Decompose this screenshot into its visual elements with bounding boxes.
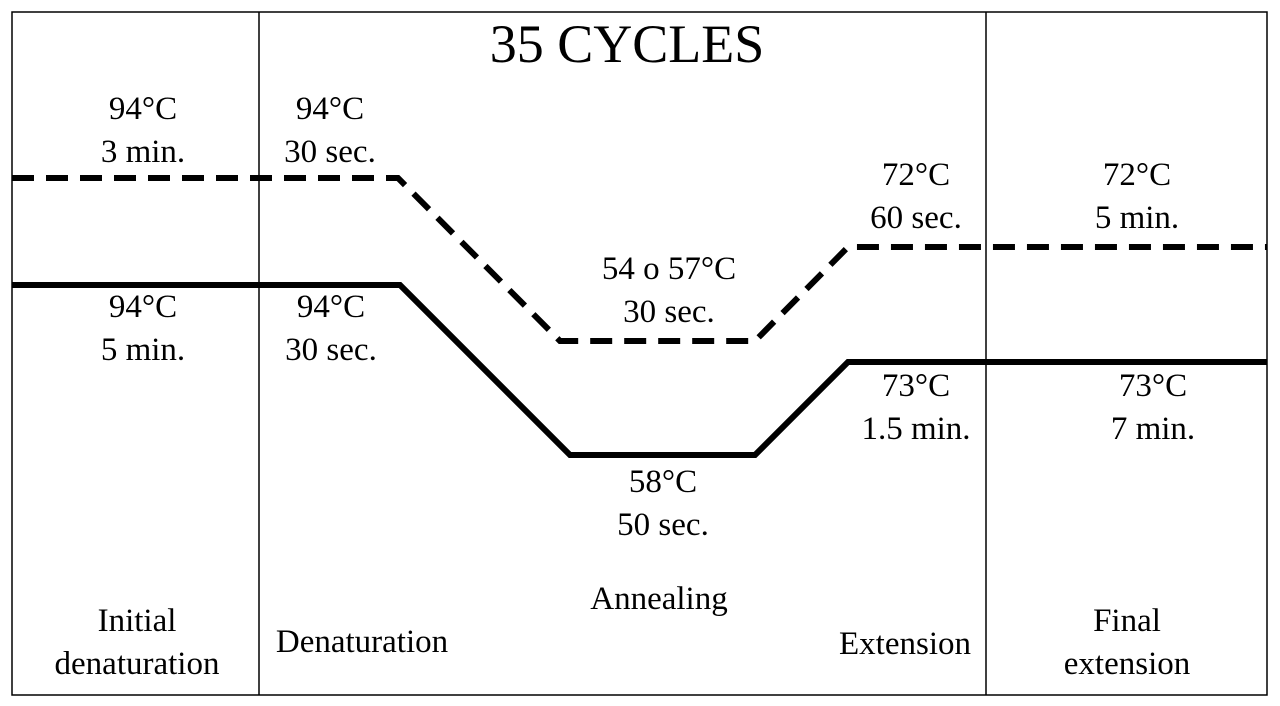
step-duration: 30 sec.	[284, 134, 376, 170]
step-duration: 1.5 min.	[861, 411, 971, 447]
step-duration: 5 min.	[100, 332, 186, 368]
solid-step-final-label: 73°C 7 min.	[1111, 365, 1195, 451]
step-duration: 5 min.	[1094, 200, 1180, 236]
solid-step-extension-label: 73°C 1.5 min.	[861, 365, 970, 451]
step-temperature: 94°C	[295, 91, 365, 127]
phase-label-line: denaturation	[54, 646, 220, 682]
diagram-frame	[11, 11, 1268, 696]
step-duration: 30 sec.	[285, 332, 377, 368]
step-duration: 7 min.	[1110, 411, 1196, 447]
dashed-step-annealing-label: 54 o 57°C 30 sec.	[602, 248, 736, 334]
phase-extension-label: Extension	[839, 626, 971, 662]
dashed-step-initial-label: 94°C 3 min.	[101, 88, 185, 174]
dashed-temperature-profile	[12, 175, 1267, 344]
phase-final-extension-label: Final extension	[1064, 600, 1190, 686]
step-temperature: 72°C	[881, 157, 951, 193]
cycles-title: 35 CYCLES	[489, 14, 765, 74]
step-duration: 50 sec.	[617, 507, 709, 543]
phase-annealing-label: Annealing	[590, 581, 728, 617]
phase-initial-denaturation-label: Initial denaturation	[55, 600, 220, 686]
solid-step-initial-label: 94°C 5 min.	[101, 286, 185, 372]
step-temperature: 73°C	[1118, 368, 1188, 404]
step-temperature: 58°C	[628, 464, 698, 500]
solid-step-annealing-label: 58°C 50 sec.	[617, 461, 709, 547]
phase-label-line: extension	[1063, 646, 1191, 682]
solid-step-denaturation-label: 94°C 30 sec.	[285, 286, 377, 372]
dashed-step-extension-label: 72°C 60 sec.	[870, 154, 962, 240]
step-temperature: 73°C	[881, 368, 951, 404]
step-duration: 30 sec.	[623, 294, 715, 330]
step-temperature: 94°C	[108, 91, 178, 127]
step-duration: 3 min.	[100, 134, 186, 170]
step-temperature: 54 o 57°C	[601, 251, 737, 287]
step-duration: 60 sec.	[870, 200, 962, 236]
step-temperature: 94°C	[108, 289, 178, 325]
dashed-step-denaturation-label: 94°C 30 sec.	[284, 88, 376, 174]
step-temperature: 72°C	[1102, 157, 1172, 193]
phase-denaturation-label: Denaturation	[275, 624, 449, 660]
step-temperature: 94°C	[296, 289, 366, 325]
phase-label-line: Initial	[97, 603, 177, 639]
solid-temperature-profile	[12, 282, 1267, 458]
phase-label-line: Final	[1093, 603, 1161, 639]
dashed-step-final-label: 72°C 5 min.	[1095, 154, 1179, 240]
